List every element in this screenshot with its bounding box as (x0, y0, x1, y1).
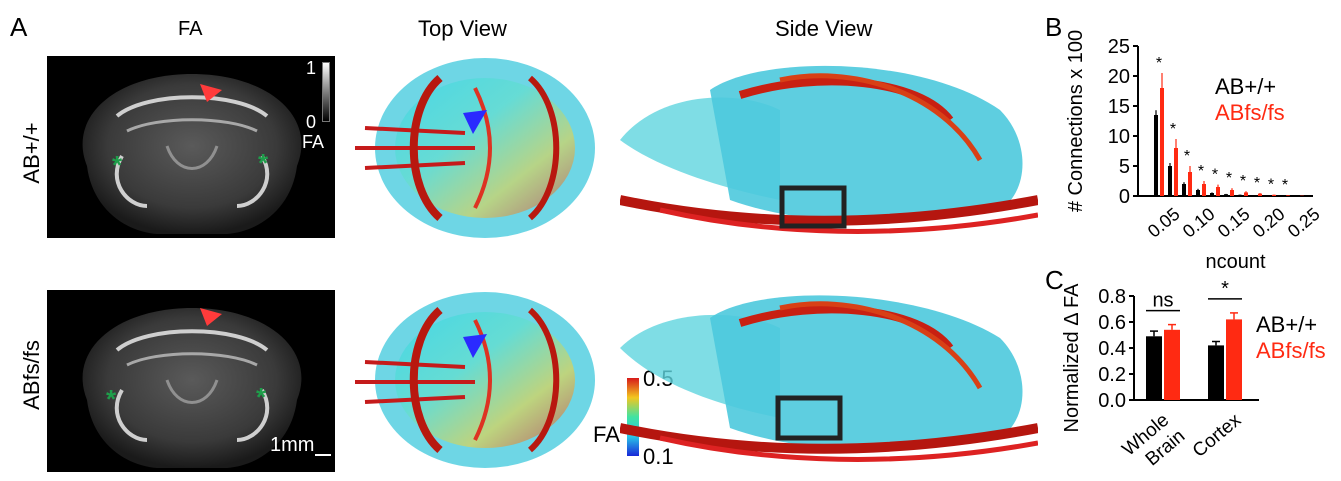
row-label-wt: AB+/+ (19, 122, 44, 184)
roi-box (779, 185, 847, 229)
b-bar-mut (1244, 192, 1248, 196)
fa-image-mut (47, 290, 335, 472)
b-sig-star: * (1156, 55, 1162, 72)
c-legend-wt: AB+/+ (1256, 312, 1317, 337)
b-y-tick-label: 5 (1119, 156, 1130, 178)
b-sig-star: * (1240, 173, 1246, 190)
c-bar-mut (1164, 329, 1180, 400)
c-legend-mut: ABfs/fs (1256, 338, 1326, 363)
c-sig-label: ns (1152, 290, 1173, 312)
b-bar-mut (1272, 194, 1276, 196)
b-y-tick-label: 0 (1119, 186, 1130, 208)
b-x-tick-label: 0.20 (1249, 204, 1289, 242)
tractography-side-view-mut (620, 295, 1038, 462)
asterisk-right-wt: * (258, 148, 269, 178)
b-y-tick-label: 15 (1108, 96, 1130, 118)
b-bar-wt (1224, 194, 1228, 196)
b-bar-mut (1202, 184, 1206, 196)
b-legend-mut: ABfs/fs (1215, 100, 1285, 125)
b-bar-mut (1230, 190, 1234, 196)
b-x-tick-label: 0.10 (1179, 204, 1219, 242)
asterisk-right-mut: * (256, 382, 267, 412)
c-bar-mut (1226, 319, 1242, 400)
b-x-tick-label: 0.25 (1284, 204, 1324, 242)
tract-colorbar-min: 0.1 (643, 444, 674, 469)
c-y-tick-label: 0.0 (1098, 390, 1126, 412)
panel-label-a: A (10, 12, 28, 42)
chart-b: 0 5 10 15 20 25 0.050.100.150.200.25 * * * * * * * * * *… (1065, 30, 1324, 273)
b-sig-star: * (1254, 175, 1260, 192)
panel-label-c: C (1045, 265, 1064, 295)
tractography-top-view-wt (355, 58, 595, 238)
fa-colorbar-unit: FA (302, 132, 325, 152)
c-bar-wt (1146, 336, 1162, 400)
tractography-side-view-wt (620, 65, 1038, 234)
b-bar-wt (1182, 184, 1186, 196)
c-y-tick-label: 0.2 (1098, 364, 1126, 386)
b-bar-mut (1160, 88, 1164, 196)
c-y-tick-label: 0.6 (1098, 312, 1126, 334)
b-sig-star: * (1212, 167, 1218, 184)
c-y-axis-label: Normalized Δ FA (1061, 283, 1083, 433)
asterisk-left-mut: * (106, 384, 117, 414)
b-bar-wt (1168, 166, 1172, 196)
column-title-top-view: Top View (418, 16, 507, 41)
b-y-axis-label: # Connections x 100 (1065, 30, 1087, 212)
fa-colorbar-min: 0 (306, 112, 317, 132)
scalebar-label: 1mm (270, 434, 315, 456)
c-y-tick-label: 0.8 (1098, 286, 1126, 308)
b-sig-star: * (1268, 177, 1274, 194)
fa-image-wt (47, 56, 335, 238)
b-sig-star: * (1226, 170, 1232, 187)
b-y-tick-label: 10 (1108, 126, 1130, 148)
b-y-tick-label: 25 (1108, 36, 1130, 58)
c-y-tick-label: 0.4 (1098, 338, 1126, 360)
b-sig-star: * (1282, 177, 1288, 194)
fa-colorbar-max: 1 (306, 58, 317, 78)
b-bar-wt (1196, 190, 1200, 196)
b-x-tick-label: 0.15 (1214, 204, 1254, 242)
c-bar-wt (1208, 345, 1224, 400)
row-label-mut: ABfs/fs (19, 340, 44, 410)
c-sig-label: * (1221, 278, 1229, 300)
tract-colorbar-label: FA (593, 422, 620, 447)
b-bar-wt (1252, 195, 1256, 196)
b-bar-mut (1258, 193, 1262, 196)
column-title-fa: FA (178, 18, 203, 40)
b-bar-wt (1238, 194, 1242, 196)
b-bar-mut (1174, 148, 1178, 196)
column-title-side-view: Side View (775, 16, 873, 41)
c-x-tick-label: Cortex (1189, 409, 1246, 461)
b-bar-mut (1286, 195, 1290, 196)
b-sig-star: * (1184, 148, 1190, 165)
asterisk-left-wt: * (112, 150, 123, 180)
b-sig-star: * (1198, 163, 1204, 180)
b-legend-wt: AB+/+ (1215, 74, 1276, 99)
b-bar-mut (1188, 172, 1192, 196)
fa-colorbar-wt (322, 62, 330, 122)
b-bar-mut (1216, 187, 1220, 196)
b-x-axis-label: ncount (1205, 251, 1265, 273)
b-bar-wt (1210, 193, 1214, 196)
b-x-tick-label: 0.05 (1144, 204, 1184, 242)
panel-label-b: B (1045, 12, 1063, 42)
arrowhead-red (200, 84, 222, 102)
b-sig-star: * (1170, 121, 1176, 138)
b-bar-wt (1154, 115, 1158, 196)
tractography-top-view-mut (355, 292, 595, 468)
b-y-tick-label: 20 (1108, 66, 1130, 88)
tract-colorbar (627, 378, 639, 456)
